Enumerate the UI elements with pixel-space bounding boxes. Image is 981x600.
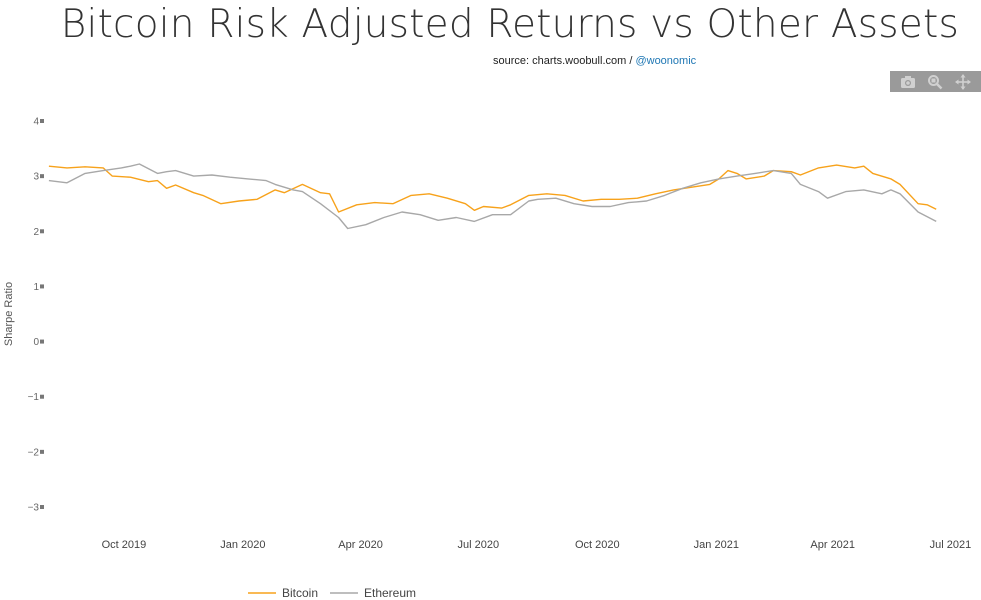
- chart-title: Bitcoin Risk Adjusted Returns vs Other A…: [60, 2, 959, 47]
- x-tick-label: Apr 2020: [338, 539, 383, 551]
- x-tick-label: Jan 2021: [694, 539, 739, 551]
- y-tick-mark: [40, 174, 44, 179]
- y-tick-mark: [40, 229, 44, 234]
- y-tick-mark: [40, 394, 44, 399]
- x-tick-label: Jul 2020: [458, 539, 500, 551]
- pan-icon[interactable]: [954, 73, 972, 91]
- y-tick-label: 1: [33, 282, 39, 293]
- camera-icon[interactable]: [899, 73, 917, 91]
- y-tick-label: 0: [33, 337, 39, 348]
- y-axis: 4 3 2 1 0 −1 −2 −3: [28, 117, 44, 514]
- y-tick-label: −1: [28, 392, 40, 403]
- x-tick-label: Jan 2020: [220, 539, 265, 551]
- y-axis-title: Sharpe Ratio: [3, 282, 15, 346]
- source-text: source: charts.woobull.com /: [493, 55, 636, 67]
- x-axis: Oct 2019 Jan 2020 Apr 2020 Jul 2020 Oct 2020…: [102, 539, 972, 551]
- legend-label-bitcoin[interactable]: Bitcoin: [282, 586, 318, 600]
- y-tick-mark: [40, 339, 44, 344]
- series-line-ethereum[interactable]: [48, 163, 937, 230]
- y-tick-mark: [40, 284, 44, 289]
- zoom-icon[interactable]: [926, 73, 944, 91]
- y-tick-label: 2: [33, 227, 39, 238]
- series-line-bitcoin[interactable]: [48, 164, 937, 213]
- y-tick-label: 4: [33, 117, 39, 128]
- source-link[interactable]: @woonomic: [635, 55, 697, 67]
- modebar: [890, 71, 981, 92]
- y-tick-mark: [40, 505, 44, 509]
- chart-source: source: charts.woobull.com / @woonomic: [493, 55, 696, 67]
- x-tick-label: Oct 2020: [575, 539, 620, 551]
- y-tick-mark: [40, 449, 44, 454]
- series-lines: [48, 163, 937, 230]
- x-tick-label: Jul 2021: [930, 539, 972, 551]
- y-tick-label: 3: [33, 172, 39, 183]
- y-tick-label: −3: [28, 503, 40, 514]
- x-tick-label: Oct 2019: [102, 539, 147, 551]
- y-tick-label: −2: [28, 447, 40, 458]
- legend-label-ethereum[interactable]: Ethereum: [364, 586, 416, 600]
- x-tick-label: Apr 2021: [810, 539, 855, 551]
- legend: Bitcoin Ethereum: [248, 586, 416, 600]
- y-tick-mark: [40, 119, 44, 123]
